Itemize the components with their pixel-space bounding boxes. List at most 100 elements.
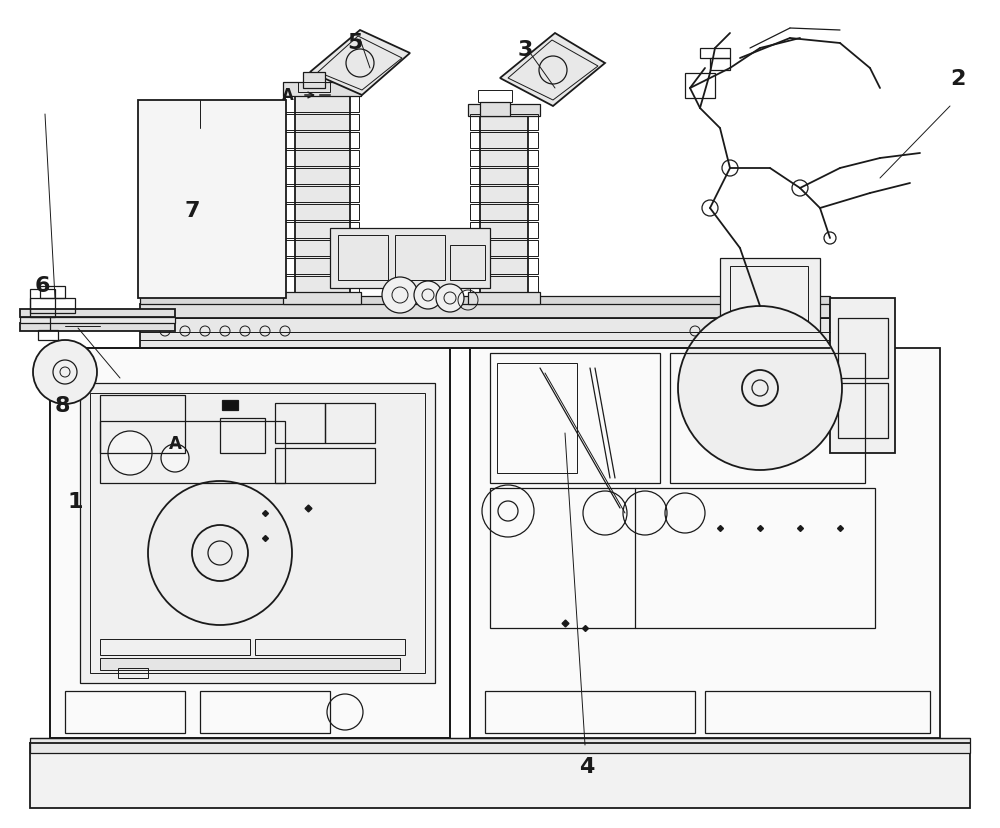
Bar bbox=[220, 418, 265, 454]
Bar bbox=[275, 449, 375, 484]
Bar bbox=[470, 349, 940, 738]
Bar bbox=[470, 151, 538, 166]
Bar bbox=[470, 187, 538, 203]
Bar bbox=[325, 403, 375, 444]
Bar bbox=[470, 115, 538, 131]
Bar bbox=[285, 187, 359, 203]
Bar bbox=[118, 668, 148, 678]
Bar bbox=[285, 97, 359, 113]
Bar bbox=[830, 299, 895, 454]
Bar bbox=[38, 330, 58, 340]
Bar bbox=[497, 363, 577, 474]
Bar bbox=[838, 383, 888, 439]
Bar bbox=[100, 658, 400, 670]
Bar bbox=[490, 354, 660, 484]
Bar bbox=[30, 743, 970, 808]
Bar bbox=[285, 241, 359, 257]
Text: 2: 2 bbox=[950, 69, 966, 89]
Circle shape bbox=[148, 481, 292, 625]
Bar bbox=[450, 246, 485, 281]
Bar bbox=[470, 132, 538, 149]
Bar bbox=[338, 236, 388, 281]
Bar bbox=[285, 169, 359, 185]
Bar bbox=[298, 83, 330, 93]
Polygon shape bbox=[310, 31, 410, 96]
Bar bbox=[50, 349, 450, 738]
Bar bbox=[468, 292, 540, 305]
Bar bbox=[480, 115, 528, 305]
Bar bbox=[20, 310, 175, 318]
Text: 8: 8 bbox=[54, 396, 70, 416]
Bar bbox=[20, 318, 175, 324]
Bar bbox=[30, 299, 75, 314]
Bar bbox=[285, 277, 359, 292]
Bar bbox=[700, 49, 730, 59]
Bar bbox=[838, 319, 888, 378]
Bar bbox=[720, 258, 820, 349]
Bar bbox=[285, 258, 359, 275]
Bar bbox=[140, 296, 830, 305]
Bar bbox=[90, 393, 425, 673]
Bar bbox=[285, 205, 359, 221]
Text: 7: 7 bbox=[184, 201, 200, 221]
Bar bbox=[685, 74, 715, 99]
Bar bbox=[470, 205, 538, 221]
Bar bbox=[275, 403, 325, 444]
Bar bbox=[283, 83, 361, 97]
Bar bbox=[285, 151, 359, 166]
Bar bbox=[468, 105, 540, 117]
Bar bbox=[295, 95, 350, 305]
Bar bbox=[140, 305, 830, 319]
Circle shape bbox=[33, 340, 97, 405]
Bar bbox=[485, 691, 695, 733]
Text: 3: 3 bbox=[517, 40, 533, 60]
Bar bbox=[303, 73, 325, 89]
Bar bbox=[470, 241, 538, 257]
Bar bbox=[100, 639, 250, 655]
Bar bbox=[470, 169, 538, 185]
Bar bbox=[490, 489, 875, 628]
Bar bbox=[283, 292, 361, 305]
Bar bbox=[50, 349, 450, 738]
Circle shape bbox=[382, 277, 418, 314]
Bar bbox=[285, 223, 359, 238]
Bar bbox=[222, 401, 238, 411]
Circle shape bbox=[678, 306, 842, 470]
Bar bbox=[65, 691, 185, 733]
Text: 5: 5 bbox=[347, 33, 363, 53]
Bar bbox=[20, 324, 175, 331]
Bar bbox=[285, 132, 359, 149]
Bar bbox=[285, 115, 359, 131]
Text: 4: 4 bbox=[579, 756, 595, 776]
Bar bbox=[80, 383, 435, 683]
Circle shape bbox=[436, 285, 464, 313]
Circle shape bbox=[414, 282, 442, 310]
Bar bbox=[470, 277, 538, 292]
Bar bbox=[200, 691, 330, 733]
Bar bbox=[705, 691, 930, 733]
Text: 1: 1 bbox=[67, 491, 83, 511]
Bar bbox=[710, 59, 730, 71]
Bar bbox=[730, 267, 808, 337]
Bar bbox=[480, 103, 510, 117]
Bar bbox=[478, 91, 512, 103]
Bar bbox=[470, 258, 538, 275]
Text: A: A bbox=[169, 435, 181, 452]
Circle shape bbox=[108, 431, 152, 475]
Bar bbox=[395, 236, 445, 281]
Bar bbox=[330, 229, 490, 289]
Bar bbox=[138, 101, 286, 299]
Bar bbox=[30, 290, 55, 318]
Bar bbox=[470, 223, 538, 238]
Text: 6: 6 bbox=[34, 276, 50, 296]
Bar bbox=[670, 354, 865, 484]
Bar bbox=[140, 319, 830, 349]
Bar bbox=[100, 396, 185, 454]
Bar bbox=[30, 738, 970, 753]
Bar bbox=[255, 639, 405, 655]
Circle shape bbox=[161, 445, 189, 473]
Polygon shape bbox=[500, 34, 605, 107]
Bar bbox=[40, 286, 65, 299]
Text: A: A bbox=[282, 89, 294, 104]
Bar bbox=[100, 421, 285, 484]
